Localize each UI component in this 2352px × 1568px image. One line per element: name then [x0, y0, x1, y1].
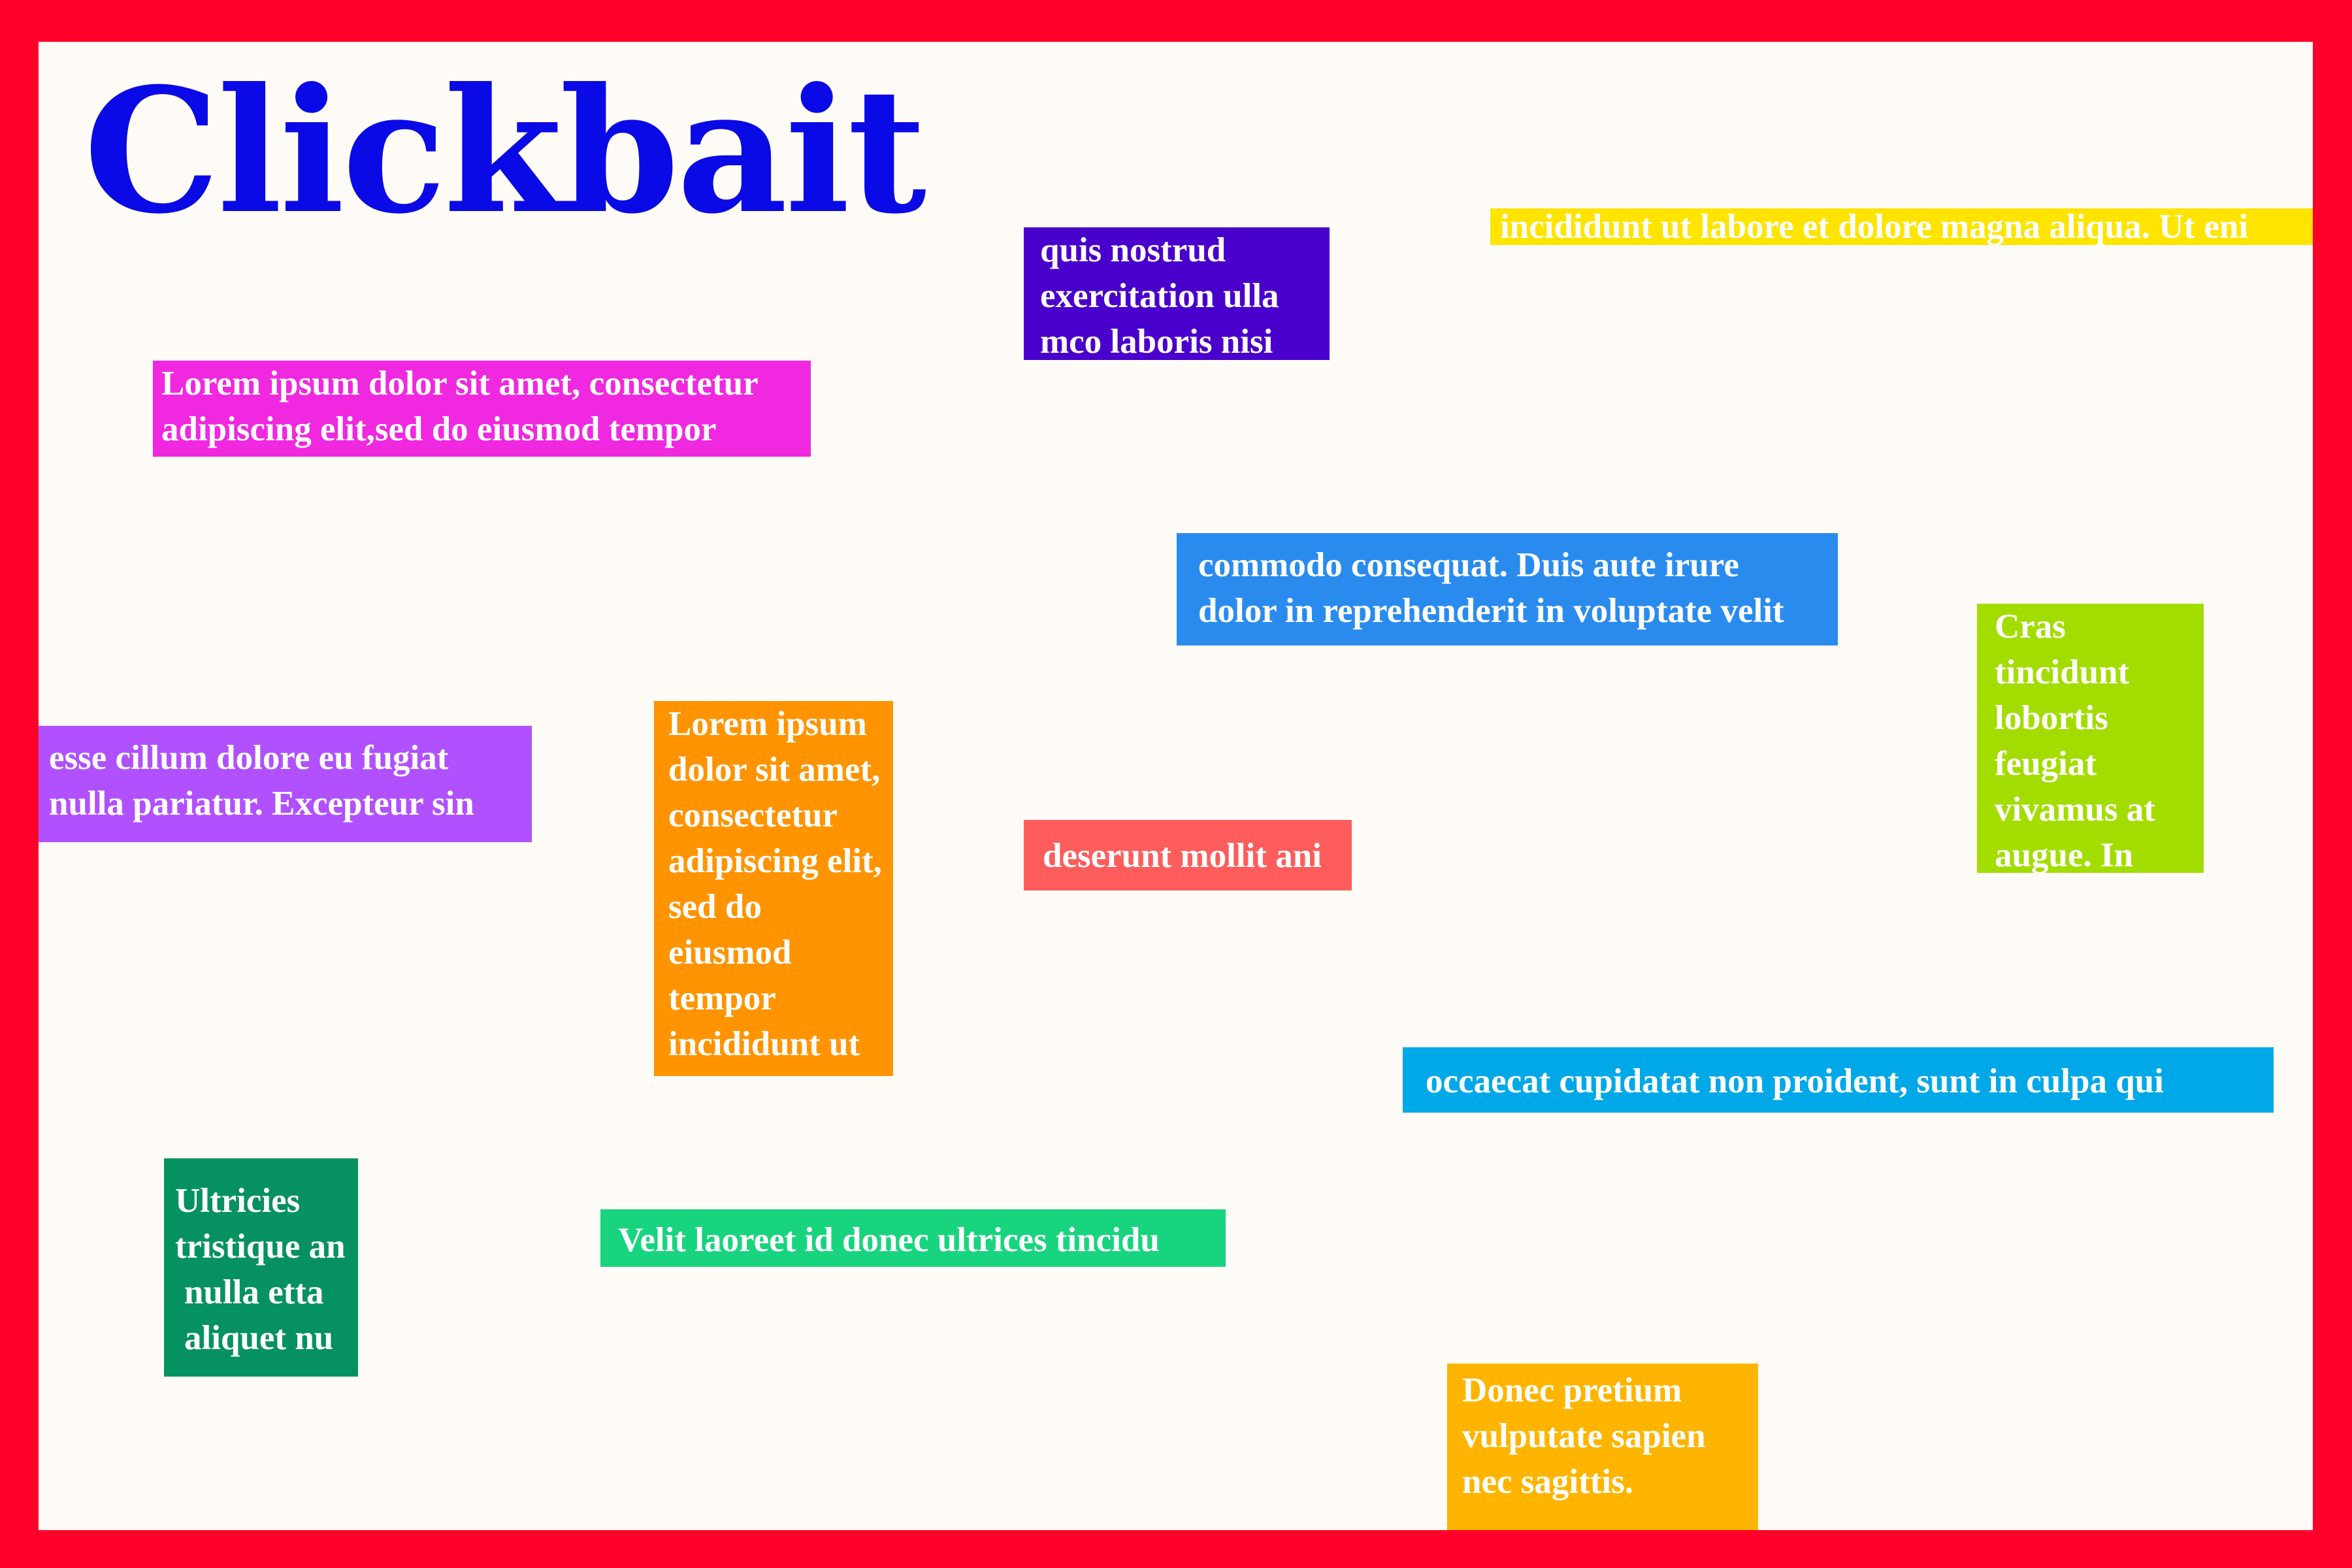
note-line: sed do — [668, 888, 762, 926]
note-line: incididunt ut labore et dolore magna ali… — [1500, 208, 2249, 245]
note-orange: Lorem ipsum dolor sit amet, consectetur adi… — [654, 701, 893, 1076]
note-line: deserunt mollit ani — [1043, 837, 1322, 875]
note-line: tincidunt — [1995, 653, 2130, 691]
note-line: Lorem ipsum dolor sit amet, consectetur — [161, 365, 759, 402]
note-line: Ultricies — [175, 1182, 301, 1220]
note-line: adipiscing elit, — [668, 842, 882, 880]
canvas: Clickbait incididunt ut labore et dolore… — [39, 42, 2313, 1530]
note-teal: Ultricies tristique an nulla etta aliquet… — [164, 1158, 358, 1377]
note-line: vulputate sapien — [1462, 1417, 1706, 1455]
note-purple: esse cillum dolore eu fugiat nulla pariat… — [39, 726, 532, 842]
note-line: incididunt ut — [668, 1025, 860, 1063]
note-line: feugiat — [1995, 745, 2097, 783]
note-line: Donec pretium — [1462, 1371, 1682, 1409]
note-line: tristique an — [175, 1228, 346, 1266]
note-amber: Donec pretium vulputate sapien nec sagitti… — [1447, 1364, 1758, 1530]
note-line: dolor in reprehenderit in voluptate veli… — [1198, 592, 1784, 630]
note-line: commodo consequat. Duis aute irure — [1198, 546, 1739, 584]
note-cyan: occaecat cupidatat non proident, sunt in… — [1403, 1047, 2274, 1113]
note-line: Lorem ipsum — [668, 705, 867, 743]
note-line: augue. In — [1995, 836, 2134, 873]
note-yellow: incididunt ut labore et dolore magna ali… — [1490, 208, 2313, 245]
note-line: occaecat cupidatat non proident, sunt in… — [1426, 1062, 2164, 1100]
note-line: Velit laoreet id donec ultrices tincidu — [618, 1221, 1160, 1259]
note-indigo: quis nostrud exercitation ulla mco laboris… — [1024, 227, 1330, 360]
note-line: Cras — [1995, 608, 2066, 645]
note-line: aliquet nu — [184, 1319, 334, 1357]
note-coral: deserunt mollit ani — [1024, 820, 1352, 890]
note-line: mco laboris nisi — [1040, 323, 1273, 360]
note-line: lobortis — [1995, 699, 2108, 737]
note-line: dolor sit amet, — [668, 751, 881, 789]
page-title: Clickbait — [84, 50, 926, 252]
note-line: eiusmod — [668, 934, 792, 972]
note-line: vivamus at — [1995, 791, 2155, 828]
note-line: nulla etta — [184, 1273, 324, 1311]
note-green: Velit laoreet id donec ultrices tincidu — [600, 1209, 1226, 1267]
note-line: nec sagittis. — [1462, 1463, 1634, 1501]
note-line: tempor — [668, 979, 776, 1017]
note-line: exercitation ulla — [1040, 277, 1279, 315]
note-line: quis nostrud — [1040, 231, 1226, 269]
note-magenta: Lorem ipsum dolor sit amet, consectetur a… — [153, 361, 811, 457]
note-blue: commodo consequat. Duis aute irure dolor … — [1177, 533, 1838, 645]
note-line: adipiscing elit,sed do eiusmod tempor — [161, 410, 717, 448]
note-line: consectetur — [668, 796, 838, 834]
note-line: nulla pariatur. Excepteur sin — [49, 785, 474, 823]
note-line: esse cillum dolore eu fugiat — [49, 739, 449, 777]
note-lime: Cras tincidunt lobortis feugiat vivamus at au… — [1977, 604, 2204, 873]
